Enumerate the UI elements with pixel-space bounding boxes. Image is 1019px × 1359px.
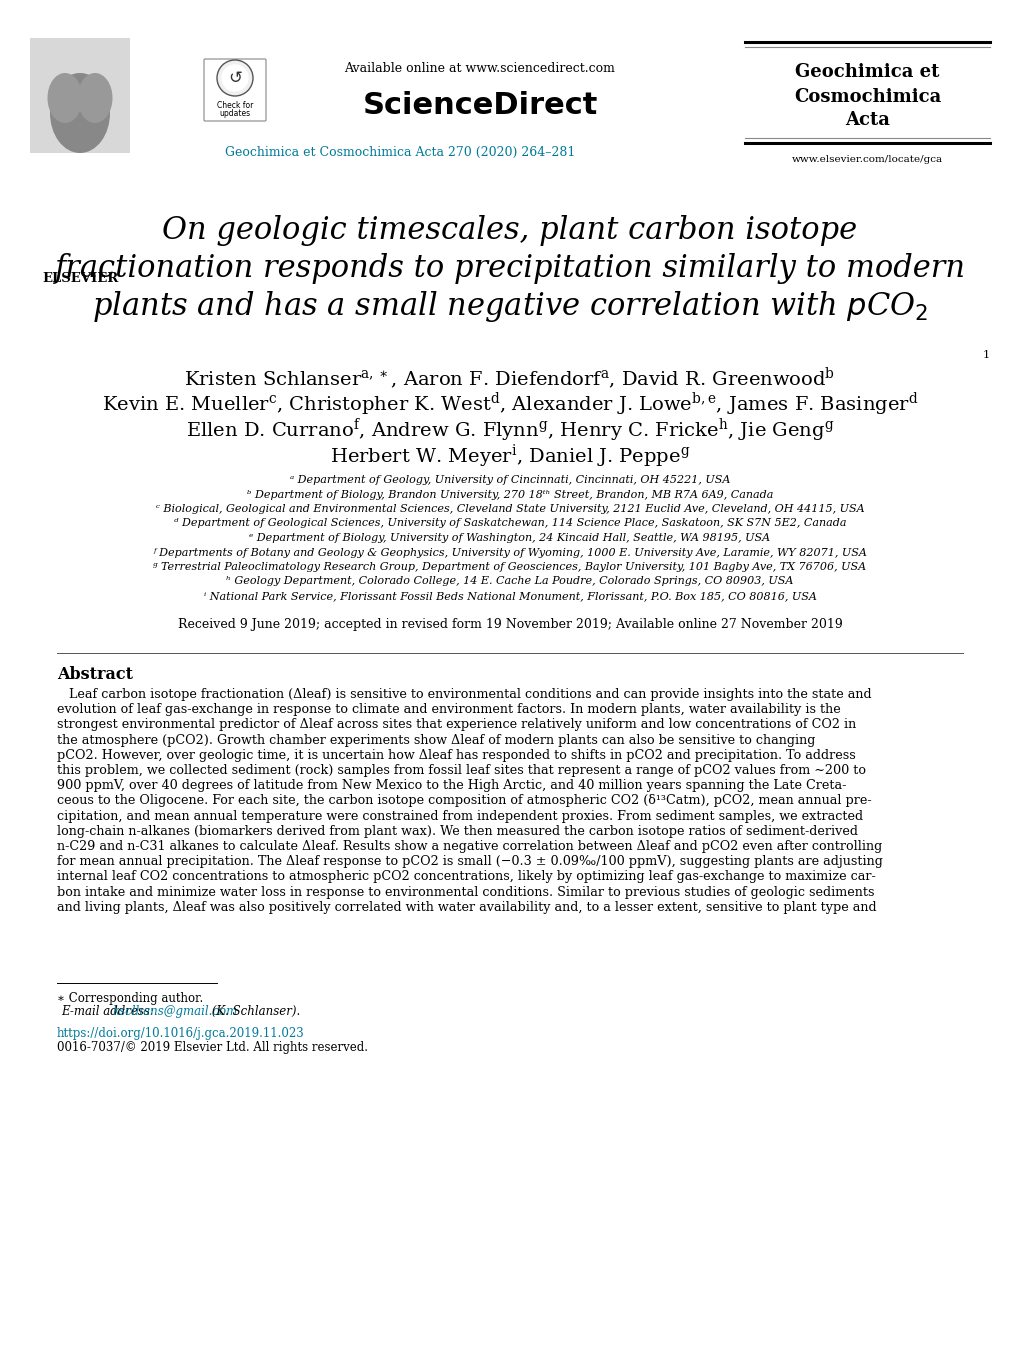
Text: ↺: ↺ [228,69,242,87]
Text: https://doi.org/10.1016/j.gca.2019.11.023: https://doi.org/10.1016/j.gca.2019.11.02… [57,1027,305,1040]
Text: Cosmochimica: Cosmochimica [793,88,941,106]
Text: long-chain n-alkanes (biomarkers derived from plant wax). We then measured the c: long-chain n-alkanes (biomarkers derived… [57,825,857,837]
Text: Check for: Check for [217,101,253,110]
Text: (K. Schlanser).: (K. Schlanser). [208,1006,300,1018]
FancyBboxPatch shape [204,58,266,121]
Text: Acta: Acta [844,111,889,129]
Text: E-mail address:: E-mail address: [61,1006,158,1018]
Text: evolution of leaf gas-exchange in response to climate and environment factors. I: evolution of leaf gas-exchange in respon… [57,703,840,716]
Text: ᶜ Biological, Geological and Environmental Sciences, Cleveland State University,: ᶜ Biological, Geological and Environment… [156,504,863,514]
Text: 1: 1 [982,351,989,360]
Text: for mean annual precipitation. The Δleaf response to pCO2 is small (−0.3 ± 0.09‰: for mean annual precipitation. The Δleaf… [57,855,882,868]
Text: updates: updates [219,109,251,117]
Circle shape [217,60,253,96]
Text: ᶠ Departments of Botany and Geology & Geophysics, University of Wyoming, 1000 E.: ᶠ Departments of Botany and Geology & Ge… [153,548,866,557]
Text: ᵇ Department of Biology, Brandon University, 270 18ᵗʰ Street, Brandon, MB R7A 6A: ᵇ Department of Biology, Brandon Univers… [247,489,772,500]
Ellipse shape [48,73,83,124]
Text: ScienceDirect: ScienceDirect [362,91,597,120]
Text: ᵉ Department of Biology, University of Washington, 24 Kincaid Hall, Seattle, WA : ᵉ Department of Biology, University of W… [250,533,769,544]
Bar [76,129,84,149]
Text: Geochimica et: Geochimica et [795,63,938,82]
Text: Geochimica et Cosmochimica Acta 270 (2020) 264–281: Geochimica et Cosmochimica Acta 270 (202… [224,145,575,159]
Text: 0016-7037/© 2019 Elsevier Ltd. All rights reserved.: 0016-7037/© 2019 Elsevier Ltd. All right… [57,1041,368,1055]
Text: Leaf carbon isotope fractionation (Δleaf) is sensitive to environmental conditio: Leaf carbon isotope fractionation (Δleaf… [57,688,871,701]
Text: ᵃ Department of Geology, University of Cincinnati, Cincinnati, OH 45221, USA: ᵃ Department of Geology, University of C… [289,476,730,485]
Circle shape [222,65,248,91]
Text: ᵍ Terrestrial Paleoclimatology Research Group, Department of Geosciences, Baylor: ᵍ Terrestrial Paleoclimatology Research … [153,563,866,572]
Text: On geologic timescales, plant carbon isotope: On geologic timescales, plant carbon iso… [162,215,857,246]
Ellipse shape [50,73,110,154]
Text: Abstract: Abstract [57,666,132,684]
Text: fractionation responds to precipitation similarly to modern: fractionation responds to precipitation … [54,253,965,284]
Text: Kevin E. Mueller$\mathregular{^{c}}$, Christopher K. West$\mathregular{^{d}}$, A: Kevin E. Mueller$\mathregular{^{c}}$, Ch… [102,390,917,417]
Text: internal leaf CO2 concentrations to atmospheric pCO2 concentrations, likely by o: internal leaf CO2 concentrations to atmo… [57,870,875,883]
Bar [30,38,129,154]
Text: the atmosphere (pCO2). Growth chamber experiments show Δleaf of modern plants ca: the atmosphere (pCO2). Growth chamber ex… [57,734,814,746]
Text: ceous to the Oligocene. For each site, the carbon isotope composition of atmosph: ceous to the Oligocene. For each site, t… [57,795,871,807]
Text: n-C29 and n-C31 alkanes to calculate Δleaf. Results show a negative correlation : n-C29 and n-C31 alkanes to calculate Δle… [57,840,881,853]
Text: 900 ppmV, over 40 degrees of latitude from New Mexico to the High Arctic, and 40: 900 ppmV, over 40 degrees of latitude fr… [57,779,846,792]
Text: ∗ Corresponding author.: ∗ Corresponding author. [57,992,203,1006]
Text: this problem, we collected sediment (rock) samples from fossil leaf sites that r: this problem, we collected sediment (roc… [57,764,865,777]
Text: cipitation, and mean annual temperature were constrained from independent proxie: cipitation, and mean annual temperature … [57,810,862,822]
Ellipse shape [77,73,112,124]
Text: ksclhans@gmail.com: ksclhans@gmail.com [113,1006,238,1018]
Text: plants and has a small negative correlation with $\it{p}$CO$_2$: plants and has a small negative correlat… [92,288,927,323]
Text: ʰ Geology Department, Colorado College, 14 E. Cache La Poudre, Colorado Springs,: ʰ Geology Department, Colorado College, … [226,576,793,587]
Text: Ellen D. Currano$\mathregular{^{f}}$, Andrew G. Flynn$\mathregular{^{g}}$, Henry: Ellen D. Currano$\mathregular{^{f}}$, An… [185,416,834,443]
Text: ᵈ Department of Geological Sciences, University of Saskatchewan, 114 Science Pla: ᵈ Department of Geological Sciences, Uni… [173,519,846,529]
Text: ⁱ National Park Service, Florissant Fossil Beds National Monument, Florissant, P: ⁱ National Park Service, Florissant Foss… [204,591,815,601]
Text: pCO2. However, over geologic time, it is uncertain how Δleaf has responded to sh: pCO2. However, over geologic time, it is… [57,749,855,762]
Text: strongest environmental predictor of Δleaf across sites that experience relative: strongest environmental predictor of Δle… [57,719,855,731]
Text: www.elsevier.com/locate/gca: www.elsevier.com/locate/gca [791,155,943,164]
Text: bon intake and minimize water loss in response to environmental conditions. Simi: bon intake and minimize water loss in re… [57,886,873,898]
Text: Kristen Schlanser$\mathregular{^{a,\ast}}$, Aaron F. Diefendorf$\mathregular{^{a: Kristen Schlanser$\mathregular{^{a,\ast}… [184,366,835,391]
Text: Available online at www.sciencedirect.com: Available online at www.sciencedirect.co… [344,61,614,75]
Text: Received 9 June 2019; accepted in revised form 19 November 2019; Available onlin: Received 9 June 2019; accepted in revise… [177,618,842,631]
Text: and living plants, Δleaf was also positively correlated with water availability : and living plants, Δleaf was also positi… [57,901,875,913]
Text: Herbert W. Meyer$\mathregular{^{i}}$, Daniel J. Peppe$\mathregular{^{g}}$: Herbert W. Meyer$\mathregular{^{i}}$, Da… [329,443,690,470]
Text: ELSEVIER: ELSEVIER [42,272,118,285]
